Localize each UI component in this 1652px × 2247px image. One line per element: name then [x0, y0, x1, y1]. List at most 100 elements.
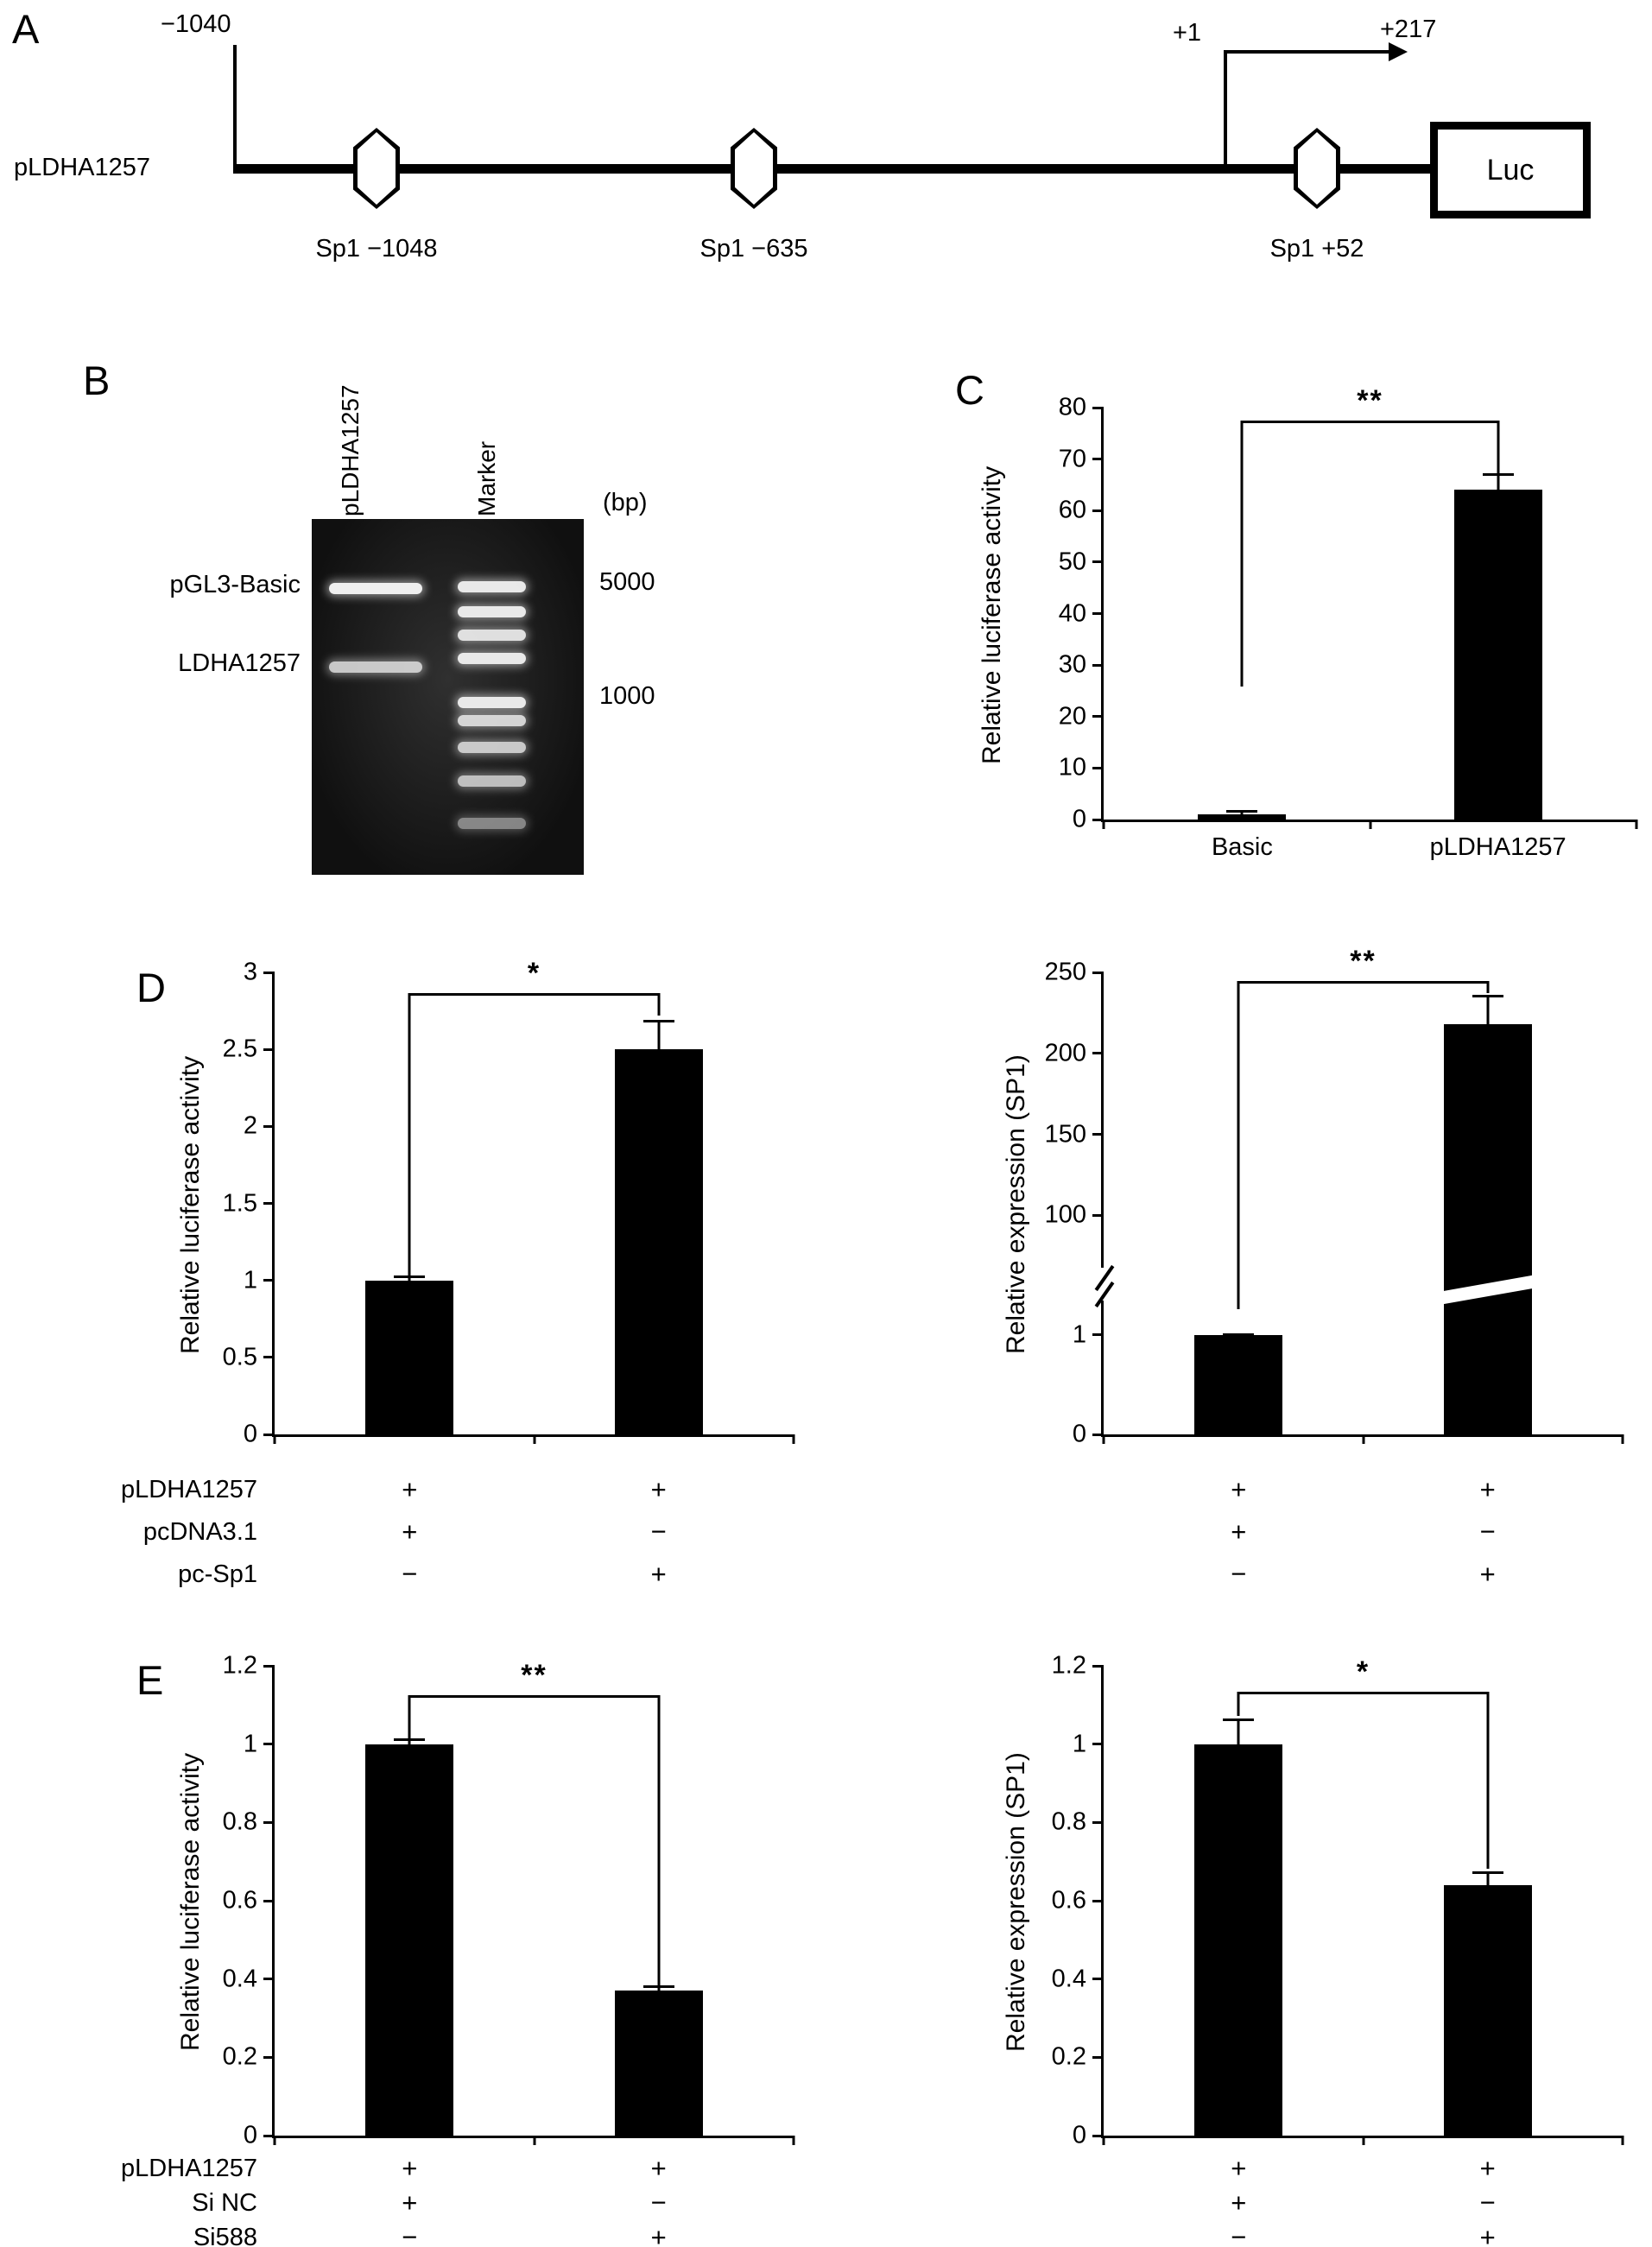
error-bar-cap	[1226, 810, 1258, 813]
y-tick-mark	[263, 1202, 275, 1205]
condition-value: +	[1231, 2187, 1247, 2218]
y-axis-label: Relative expression (SP1)	[1002, 1752, 1030, 2052]
axis-break-gap	[1098, 1267, 1107, 1301]
data-bar	[1443, 1884, 1532, 2136]
condition-value: +	[1479, 1474, 1496, 1504]
condition-row: Si588 − +	[193, 2222, 794, 2247]
y-axis-label: Relative expression (SP1)	[1002, 1054, 1030, 1355]
error-bar-cap	[642, 1984, 674, 1988]
condition-value: +	[1231, 1516, 1247, 1547]
y-tick-label: 0	[1072, 2121, 1086, 2149]
plot-area: ** Basic pLDHA1257 0 10 20 30 40 50 60 70 80	[1059, 384, 1638, 861]
condition-row: pLDHA1257 + +	[121, 2153, 794, 2189]
significance-bracket	[408, 1695, 411, 1741]
condition-value: +	[1479, 2153, 1496, 2183]
tss-vertical-line	[1224, 52, 1227, 168]
y-tick-mark	[1092, 1133, 1104, 1136]
data-bar	[1198, 814, 1287, 820]
downstream-coordinate: +217	[1380, 16, 1437, 43]
y-tick-label: 0.4	[222, 1965, 257, 1993]
condition-row-label: Si588	[193, 2224, 257, 2247]
y-tick-label: 30	[1058, 650, 1086, 679]
data-bar	[614, 1991, 703, 2136]
significance-bracket	[408, 993, 411, 1278]
y-tick-label: 150	[1044, 1120, 1086, 1149]
y-tick-label: 1	[243, 1730, 257, 1758]
error-bar	[408, 1740, 411, 1744]
y-axis-label: Relative luciferase activity	[176, 1752, 205, 2052]
condition-value: +	[650, 2222, 667, 2247]
upstream-coordinate: −1040	[161, 10, 231, 38]
condition-row: pc-Sp1 − +	[178, 1560, 794, 1595]
condition-value: +	[1479, 1559, 1496, 1589]
y-tick-mark	[1092, 818, 1104, 821]
y-tick-mark	[263, 971, 275, 974]
x-tick-mark	[792, 2136, 795, 2145]
gel-band-marker	[457, 714, 526, 726]
y-tick-mark	[1092, 766, 1104, 769]
y-tick-label: 60	[1058, 496, 1086, 524]
error-bar	[1240, 812, 1244, 815]
significance-stars: *	[1356, 1655, 1370, 1688]
data-bar	[365, 1280, 454, 1434]
error-bar-cap	[1472, 1871, 1503, 1875]
condition-value: −	[1479, 2187, 1496, 2218]
x-tick-mark	[1621, 1434, 1624, 1444]
x-tick-mark	[273, 2136, 276, 2145]
y-tick-label: 10	[1058, 753, 1086, 782]
y-tick-mark	[1092, 1433, 1104, 1436]
gel-band-sample	[328, 661, 422, 673]
luc-label: Luc	[1486, 153, 1535, 187]
y-tick-label: 0	[1072, 805, 1086, 833]
y-tick-label: 1.2	[222, 1651, 257, 1680]
condition-row-label: pc-Sp1	[178, 1560, 257, 1588]
significance-bracket	[657, 1695, 661, 1985]
condition-value: −	[650, 2187, 667, 2218]
y-tick-label: 250	[1044, 958, 1086, 986]
condition-value: +	[650, 2153, 667, 2183]
error-bar	[1237, 1720, 1240, 1744]
significance-bracket	[409, 993, 659, 996]
y-tick-label: 100	[1044, 1200, 1086, 1229]
x-tick-mark	[533, 1434, 535, 1444]
plot-area: ** 0 1 100 150 200 250 + + + − − +	[1045, 945, 1624, 1588]
condition-row: + +	[1104, 2155, 1623, 2189]
data-bar	[1453, 490, 1542, 820]
y-tick-mark	[1092, 1052, 1104, 1055]
y-tick-mark	[1092, 509, 1104, 512]
x-category-label: pLDHA1257	[1429, 833, 1567, 861]
sp1-site-icon	[353, 128, 400, 209]
y-tick-mark	[263, 1820, 275, 1824]
x-tick-mark	[1362, 2136, 1364, 2145]
condition-value: +	[1479, 2222, 1496, 2247]
sp1-site-icon	[1294, 128, 1340, 209]
marker-size-label: 5000	[599, 568, 655, 596]
y-tick-label: 1	[243, 1266, 257, 1294]
upstream-tick-line	[233, 45, 237, 168]
x-tick-mark	[1102, 2136, 1105, 2145]
significance-bracket	[657, 993, 661, 1016]
x-tick-mark	[1102, 820, 1105, 829]
x-tick-mark	[1369, 820, 1371, 829]
marker-size-label: 1000	[599, 682, 655, 710]
y-tick-mark	[1092, 612, 1104, 615]
condition-row: Si NC + −	[192, 2187, 794, 2224]
y-tick-mark	[263, 1743, 275, 1746]
data-bar	[614, 1049, 703, 1434]
y-tick-label: 0.6	[1051, 1886, 1086, 1915]
panel-e-letter: E	[136, 1657, 164, 1703]
y-tick-mark	[1092, 1820, 1104, 1824]
x-tick-mark	[792, 1434, 795, 1444]
x-tick-mark	[1635, 820, 1638, 829]
panel-d-sp1-chart: Relative expression (SP1) ** 0 1 100 150 200…	[950, 945, 1652, 1594]
plot-area: * 0 0.5 1 1.5 2 2.5 3 pLDHA1257 + + pcDNA3.1 + − pc-S…	[121, 957, 795, 1588]
x-tick-mark	[1362, 1434, 1364, 1444]
tss-label: +1	[1173, 19, 1202, 47]
panel-d-luciferase-chart: Relative luciferase activity * 0 0.5 1 1.5 2…	[121, 957, 812, 1594]
y-tick-label: 0.8	[222, 1807, 257, 1836]
y-tick-label: 0.5	[222, 1343, 257, 1371]
y-tick-label: 80	[1058, 393, 1086, 421]
y-tick-mark	[1092, 2134, 1104, 2137]
y-tick-mark	[263, 1978, 275, 1981]
